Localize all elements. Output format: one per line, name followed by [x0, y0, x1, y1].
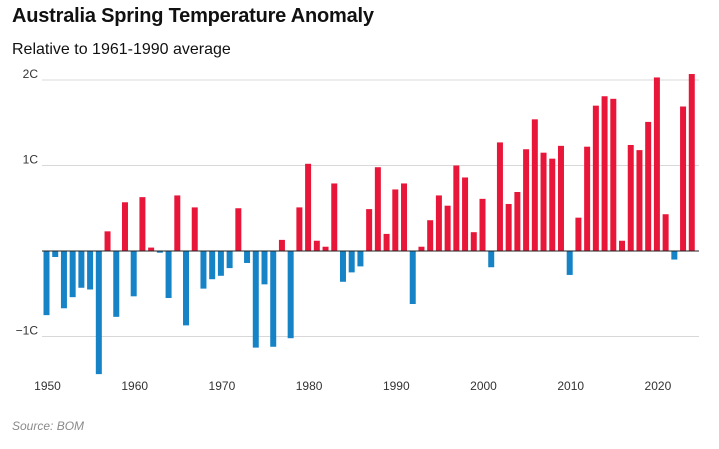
bar [418, 246, 425, 251]
bar [592, 105, 599, 252]
bar [366, 209, 373, 251]
bar [401, 183, 408, 251]
y-tick-label: 2C [23, 67, 39, 81]
bar [174, 195, 181, 251]
chart-subtitle: Relative to 1961-1990 average [12, 41, 231, 58]
y-axis-tick-labels: 2C 1C −1C [16, 67, 39, 338]
bar [653, 77, 660, 251]
bar [296, 207, 303, 251]
bar [566, 251, 573, 275]
x-tick-label: 1960 [121, 379, 148, 393]
bar [339, 251, 346, 282]
bar [435, 195, 442, 251]
bar [575, 217, 582, 251]
bar [636, 150, 643, 251]
bar [688, 74, 695, 252]
bar [121, 202, 128, 251]
x-axis-tick-labels: 1950 1960 1970 1980 1990 2000 2010 2020 [34, 379, 671, 393]
bar [619, 240, 626, 251]
bar [305, 163, 312, 251]
bar [610, 98, 617, 251]
bar [148, 247, 155, 251]
bar [226, 251, 233, 269]
bar [488, 251, 495, 268]
y-tick-label: 1C [23, 153, 39, 167]
bar [278, 239, 285, 251]
bar [557, 145, 564, 251]
bar [627, 144, 634, 251]
bar [43, 251, 50, 316]
bar [409, 251, 416, 305]
bar [209, 251, 216, 280]
bar [156, 251, 163, 253]
x-tick-label: 2000 [470, 379, 497, 393]
bar [392, 189, 399, 251]
x-tick-label: 1970 [209, 379, 236, 393]
bar [645, 121, 652, 252]
bar [462, 177, 469, 251]
x-tick-label: 1980 [296, 379, 323, 393]
bar [540, 152, 547, 251]
bar [523, 149, 530, 251]
bar [78, 251, 85, 288]
bar [217, 251, 224, 276]
x-tick-label: 1990 [383, 379, 410, 393]
bar [374, 167, 381, 251]
bar [470, 232, 477, 251]
bar [183, 251, 190, 326]
source-note: Source: BOM [12, 419, 85, 433]
bar [322, 246, 329, 251]
y-tick-label: −1C [16, 324, 39, 338]
bar [60, 251, 67, 309]
bar [200, 251, 207, 289]
x-tick-label: 2010 [557, 379, 584, 393]
bar [235, 208, 242, 251]
bar [671, 251, 678, 260]
bar [261, 251, 268, 285]
bar [191, 207, 198, 251]
bar [313, 240, 320, 251]
bar [113, 251, 120, 317]
bar [662, 214, 669, 251]
bar [680, 106, 687, 251]
bars [42, 74, 699, 375]
bar [244, 251, 251, 263]
bar [104, 231, 111, 251]
bar [331, 183, 338, 251]
bar [270, 251, 277, 347]
bar [514, 192, 521, 251]
bar [357, 251, 364, 267]
bar [601, 96, 608, 251]
x-tick-label: 2020 [645, 379, 672, 393]
bar [95, 251, 102, 375]
bar [165, 251, 172, 299]
bar [505, 203, 512, 251]
bar [444, 205, 451, 251]
chart-title: Australia Spring Temperature Anomaly [12, 5, 374, 27]
bar [383, 233, 390, 251]
bar [69, 251, 76, 298]
bar [427, 220, 434, 251]
bar [87, 251, 94, 290]
bar [479, 198, 486, 251]
bar [287, 251, 294, 339]
bar [130, 251, 137, 297]
bar [584, 146, 591, 251]
bar [139, 197, 146, 251]
x-tick-label: 1950 [34, 379, 61, 393]
bar [549, 158, 556, 251]
bar [531, 119, 538, 251]
bar [453, 165, 460, 251]
bar [348, 251, 355, 273]
bar [252, 251, 259, 348]
bar [52, 251, 59, 257]
bar [496, 142, 503, 251]
